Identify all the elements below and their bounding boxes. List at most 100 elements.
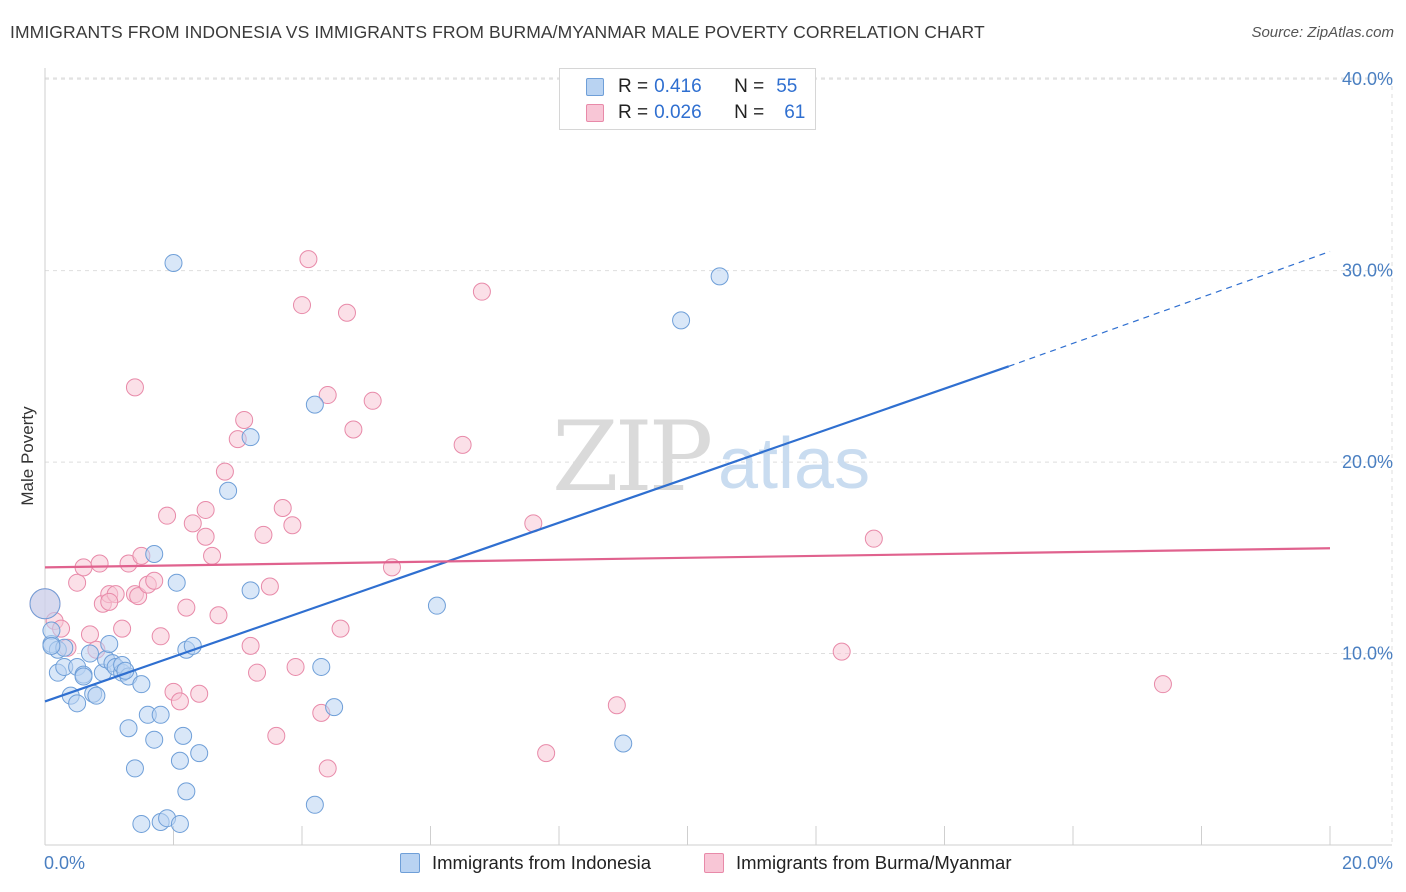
point-indonesia bbox=[177, 782, 196, 801]
point-burma bbox=[145, 571, 164, 590]
point-indonesia bbox=[305, 395, 324, 414]
point-indonesia bbox=[325, 698, 344, 717]
point-burma bbox=[864, 529, 883, 548]
point-burma bbox=[151, 627, 170, 646]
legend-n-value: 55 bbox=[776, 76, 798, 97]
point-burma bbox=[196, 527, 215, 546]
point-indonesia bbox=[42, 621, 61, 640]
point-burma bbox=[190, 684, 209, 703]
point-burma bbox=[203, 546, 222, 565]
point-burma bbox=[318, 759, 337, 778]
point-indonesia bbox=[614, 734, 633, 753]
point-burma bbox=[832, 642, 851, 661]
legend-n-label: N = bbox=[734, 102, 765, 123]
point-burma bbox=[235, 410, 254, 429]
point-burma bbox=[1153, 675, 1172, 694]
point-indonesia bbox=[672, 311, 691, 330]
point-burma bbox=[299, 250, 318, 269]
legend-swatch-burma bbox=[704, 853, 724, 873]
y-tick-label: 20.0% bbox=[1342, 452, 1393, 472]
tick-labels: 10.0% 20.0% 30.0% 40.0% 0.0% 20.0% bbox=[44, 69, 1393, 873]
point-burma bbox=[537, 744, 556, 763]
axis-layer bbox=[44, 68, 1392, 846]
legend-r-label: R = bbox=[618, 76, 649, 97]
point-burma bbox=[267, 726, 286, 745]
point-indonesia bbox=[305, 795, 324, 814]
point-burma bbox=[273, 499, 292, 518]
point-indonesia bbox=[132, 675, 151, 694]
point-burma bbox=[260, 577, 279, 596]
point-burma bbox=[248, 663, 267, 682]
legend-n-label: N = bbox=[734, 76, 765, 97]
point-indonesia bbox=[241, 428, 260, 447]
point-indonesia bbox=[219, 481, 238, 500]
point-burma bbox=[363, 391, 382, 410]
point-indonesia bbox=[170, 751, 189, 770]
point-indonesia bbox=[125, 759, 144, 778]
legend-r-value: 0.026 bbox=[654, 102, 702, 123]
point-indonesia bbox=[170, 814, 189, 833]
point-indonesia bbox=[183, 636, 202, 655]
point-burma bbox=[472, 282, 491, 301]
point-indonesia bbox=[241, 581, 260, 600]
point-burma bbox=[183, 514, 202, 533]
point-indonesia bbox=[710, 267, 729, 286]
y-tick-label: 40.0% bbox=[1342, 69, 1393, 89]
watermark: ZIP atlas bbox=[552, 401, 870, 513]
y-tick-label: 30.0% bbox=[1342, 261, 1393, 281]
legend-r-value: 0.416 bbox=[654, 76, 702, 97]
source-label: Source: ZipAtlas.com bbox=[1251, 24, 1394, 41]
point-indonesia bbox=[190, 744, 209, 763]
legend-swatch-indonesia bbox=[586, 78, 604, 96]
y-tick-label: 10.0% bbox=[1342, 644, 1393, 664]
point-indonesia bbox=[87, 686, 106, 705]
point-burma bbox=[453, 435, 472, 454]
legend-row-burma: R = 0.026 N = 61 bbox=[586, 100, 805, 126]
x-tick-label: 0.0% bbox=[44, 853, 85, 873]
watermark-zip: ZIP bbox=[552, 401, 711, 513]
point-burma bbox=[293, 296, 311, 315]
point-indonesia bbox=[29, 588, 61, 620]
trend-line-indonesia bbox=[44, 365, 1010, 703]
watermark-atlas: atlas bbox=[718, 424, 870, 504]
series-indonesia-points bbox=[29, 253, 729, 833]
point-indonesia bbox=[312, 657, 331, 676]
legend-row-indonesia: R = 0.416 N = 55 bbox=[586, 74, 797, 100]
trend-lines bbox=[44, 250, 1331, 703]
point-indonesia bbox=[68, 694, 87, 713]
point-indonesia bbox=[80, 644, 99, 663]
point-burma bbox=[607, 696, 626, 715]
legend-swatch-burma bbox=[586, 104, 604, 122]
series-burma-points bbox=[29, 250, 1172, 778]
point-burma bbox=[170, 692, 189, 711]
trend-line-indonesia-extension bbox=[1008, 250, 1331, 367]
point-indonesia bbox=[42, 636, 61, 655]
point-burma bbox=[254, 525, 273, 544]
point-burma bbox=[113, 619, 132, 638]
chart-title: IMMIGRANTS FROM INDONESIA VS IMMIGRANTS … bbox=[10, 22, 985, 42]
legend-item-indonesia[interactable]: Immigrants from Indonesia bbox=[400, 852, 651, 874]
point-burma bbox=[129, 587, 148, 606]
legend-item-burma[interactable]: Immigrants from Burma/Myanmar bbox=[704, 852, 1012, 874]
point-indonesia bbox=[167, 573, 186, 592]
point-indonesia bbox=[145, 730, 164, 749]
point-burma bbox=[337, 303, 356, 322]
point-indonesia bbox=[174, 726, 193, 745]
point-indonesia bbox=[427, 596, 446, 615]
point-burma bbox=[331, 619, 350, 638]
point-burma bbox=[125, 378, 144, 397]
point-burma bbox=[158, 506, 177, 525]
series-legend: Immigrants from Indonesia Immigrants fro… bbox=[0, 852, 1406, 878]
point-indonesia bbox=[132, 814, 151, 833]
legend-label-burma: Immigrants from Burma/Myanmar bbox=[736, 852, 1012, 873]
point-burma bbox=[318, 386, 337, 405]
point-indonesia bbox=[145, 544, 164, 563]
point-burma bbox=[90, 554, 109, 573]
point-burma bbox=[215, 462, 234, 481]
point-burma bbox=[177, 598, 196, 617]
legend-swatch-indonesia bbox=[400, 853, 420, 873]
point-indonesia bbox=[74, 667, 93, 686]
legend-label-indonesia: Immigrants from Indonesia bbox=[432, 852, 652, 873]
point-indonesia bbox=[151, 705, 170, 724]
